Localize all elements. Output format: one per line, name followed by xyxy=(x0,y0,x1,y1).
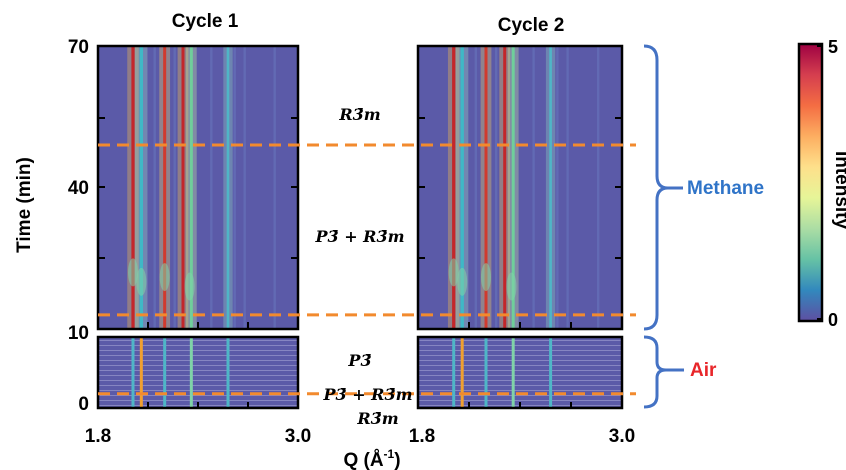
phase-boundary-lines xyxy=(98,143,636,396)
x-tick-label-1.8-left: 1.8 xyxy=(85,426,111,447)
y-tick-label-70: 70 xyxy=(68,37,89,58)
panel-2-streak-5 xyxy=(566,46,569,329)
panel-2-streak-0 xyxy=(454,46,457,329)
panel-1-air-peak-0 xyxy=(131,337,135,408)
phase-label-air-middle: P3̄ + R3̄m xyxy=(322,385,412,404)
air-bracket xyxy=(643,335,667,409)
methane-bracket xyxy=(643,44,669,331)
panel-2-transition-blob-3 xyxy=(506,272,517,301)
colorbar-tick-label-max: 5 xyxy=(828,37,838,57)
panel-1-streak-1 xyxy=(153,46,156,329)
air-label: Air xyxy=(690,360,717,381)
y-tick-label-10-top: 10 xyxy=(68,323,89,344)
phase-label-air-upper: P3̄ xyxy=(347,351,371,370)
panel-1-streak-2 xyxy=(173,46,176,329)
panel-1-transition-blob-1 xyxy=(136,267,147,296)
panel-1-peak-3 xyxy=(181,46,185,329)
panel-1-transition-blob-2 xyxy=(159,263,170,292)
panel-2-transition-blob-0 xyxy=(448,258,459,287)
panel-1-transition-blob-3 xyxy=(184,272,195,301)
panel-2-peak-0 xyxy=(452,46,456,329)
panel-title-cycle-2: Cycle 2 xyxy=(498,15,565,36)
y-axis-label: Time (min) xyxy=(14,157,35,253)
panel-2-peak-3 xyxy=(503,46,507,329)
panel-title-cycle-1: Cycle 1 xyxy=(172,11,239,32)
panel-2-air-peak-0 xyxy=(452,337,456,408)
colorbar-tick-label-min: 0 xyxy=(828,310,838,330)
panel-2-transition-blob-2 xyxy=(481,263,491,292)
panel-1-streak-5 xyxy=(243,46,246,329)
phase-label-methane-upper: R3̄m xyxy=(338,105,380,124)
x-tick-label-3.0-right: 3.0 xyxy=(609,426,635,447)
panel-2-peak-2 xyxy=(484,46,488,329)
panel-2-peak-5 xyxy=(549,46,552,329)
panel-2-air-peak-2 xyxy=(484,337,488,408)
x-tick-label-3.0-left: 3.0 xyxy=(285,426,311,447)
panel-1-air-peak-1 xyxy=(139,337,143,408)
panel-1-peak-0 xyxy=(131,46,135,329)
panel-2-streak-4 xyxy=(556,46,559,329)
panel-2-streak-3 xyxy=(532,46,535,329)
panel-2-air-stripes xyxy=(418,337,622,408)
phase-label-methane-lower: P3̄ + R3̄m xyxy=(314,227,404,246)
panel-1-streak-4 xyxy=(233,46,236,329)
y-tick-label-40: 40 xyxy=(68,178,89,199)
panel-2-air-peak-3 xyxy=(511,337,515,408)
panel-2-peak-4 xyxy=(511,46,515,329)
panel-1-transition-blob-0 xyxy=(128,258,138,287)
panel-2-streak-2 xyxy=(495,46,498,329)
panel-1-air-peak-4 xyxy=(226,337,230,408)
colorbar-label: Intensity xyxy=(831,151,846,230)
colorbar xyxy=(797,42,824,323)
panel-2-streak-1 xyxy=(474,46,477,329)
panel-1-peak-1 xyxy=(139,46,144,329)
phase-label-air-lower: R3̄m xyxy=(356,409,398,428)
heatmap-panels xyxy=(96,44,624,410)
panel-1-air-peak-2 xyxy=(163,337,167,408)
y-tick-label-0: 0 xyxy=(78,394,89,415)
panel-2-streak-6 xyxy=(597,46,600,329)
panel-1-streak-6 xyxy=(273,46,276,329)
x-axis-label: Q (Å-1) xyxy=(343,447,400,470)
panel-2-peak-1 xyxy=(460,46,464,329)
panel-2-air-peak-1 xyxy=(460,337,464,408)
x-tick-label-1.8-right: 1.8 xyxy=(409,426,435,447)
panel-2-transition-blob-1 xyxy=(457,267,468,296)
panel-1-peak-4 xyxy=(189,46,193,329)
panel-1-peak-5 xyxy=(226,46,230,329)
panel-2-air-peak-4 xyxy=(549,337,553,408)
panel-1-streak-0 xyxy=(133,46,136,329)
panel-1-streak-3 xyxy=(210,46,213,329)
panel-1-peak-2 xyxy=(163,46,167,329)
panel-1-air-stripes xyxy=(98,337,298,408)
methane-label: Methane xyxy=(687,178,764,199)
panel-1-air-peak-3 xyxy=(189,337,193,408)
